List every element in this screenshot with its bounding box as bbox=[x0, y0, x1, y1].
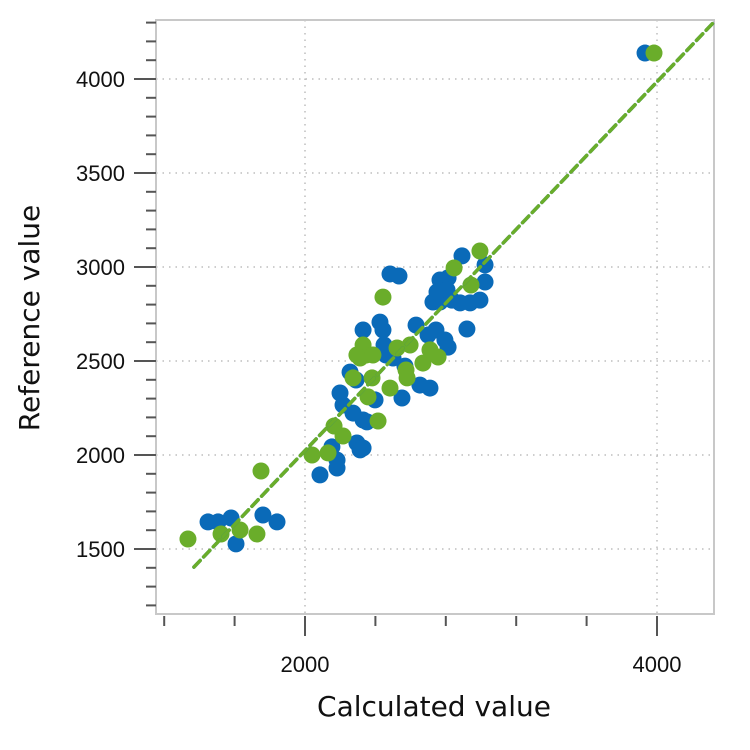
data-point bbox=[374, 321, 392, 339]
data-point bbox=[398, 369, 416, 387]
data-point bbox=[319, 444, 337, 462]
y-tick-label: 3500 bbox=[76, 161, 125, 186]
data-point bbox=[252, 462, 270, 480]
plot-frame bbox=[155, 19, 715, 615]
data-point bbox=[419, 326, 437, 344]
data-point bbox=[248, 525, 266, 543]
data-point bbox=[445, 259, 463, 277]
data-point bbox=[381, 379, 399, 397]
x-tick-label: 2000 bbox=[281, 652, 330, 677]
data-point bbox=[268, 513, 286, 531]
grid-lines bbox=[156, 20, 714, 614]
data-point bbox=[429, 348, 447, 366]
data-point bbox=[374, 288, 392, 306]
y-tick-label: 2500 bbox=[76, 349, 125, 374]
x-axis-title: Calculated value bbox=[317, 690, 551, 723]
y-tick-label: 2000 bbox=[76, 443, 125, 468]
data-point bbox=[476, 256, 494, 274]
data-point bbox=[364, 346, 382, 364]
data-point bbox=[393, 389, 411, 407]
data-point bbox=[476, 273, 494, 291]
data-point bbox=[414, 354, 432, 372]
data-point bbox=[458, 320, 476, 338]
y-axis-title: Reference value bbox=[13, 205, 46, 431]
data-point bbox=[331, 384, 349, 402]
data-point bbox=[179, 530, 197, 548]
x-tick-label: 4000 bbox=[633, 652, 682, 677]
y-tick-label: 1500 bbox=[76, 537, 125, 562]
data-point bbox=[471, 242, 489, 260]
data-point bbox=[438, 281, 456, 299]
data-point bbox=[351, 441, 369, 459]
fit-line bbox=[192, 20, 716, 569]
data-point bbox=[375, 336, 393, 354]
x-axis: 2000 4000 bbox=[163, 616, 682, 677]
data-point bbox=[471, 291, 489, 309]
fit-lines bbox=[192, 20, 716, 569]
data-point bbox=[227, 535, 245, 553]
data-point bbox=[351, 349, 369, 367]
data-point bbox=[334, 427, 352, 445]
data-point bbox=[401, 336, 419, 354]
data-point bbox=[254, 506, 272, 524]
y-tick-label: 3000 bbox=[76, 255, 125, 280]
data-point bbox=[369, 412, 387, 430]
data-points bbox=[179, 44, 663, 553]
data-point bbox=[359, 388, 377, 406]
y-tick-label: 4000 bbox=[76, 67, 125, 92]
data-point bbox=[390, 267, 408, 285]
data-point bbox=[344, 369, 362, 387]
data-point bbox=[231, 521, 249, 539]
data-point bbox=[212, 525, 230, 543]
data-point bbox=[303, 446, 321, 464]
data-point bbox=[453, 247, 471, 265]
y-axis: 1500 2000 2500 3000 3500 4000 bbox=[76, 21, 156, 607]
data-point bbox=[436, 331, 454, 349]
data-point bbox=[421, 379, 439, 397]
data-point bbox=[311, 466, 329, 484]
data-point bbox=[645, 44, 663, 62]
data-point bbox=[354, 321, 372, 339]
